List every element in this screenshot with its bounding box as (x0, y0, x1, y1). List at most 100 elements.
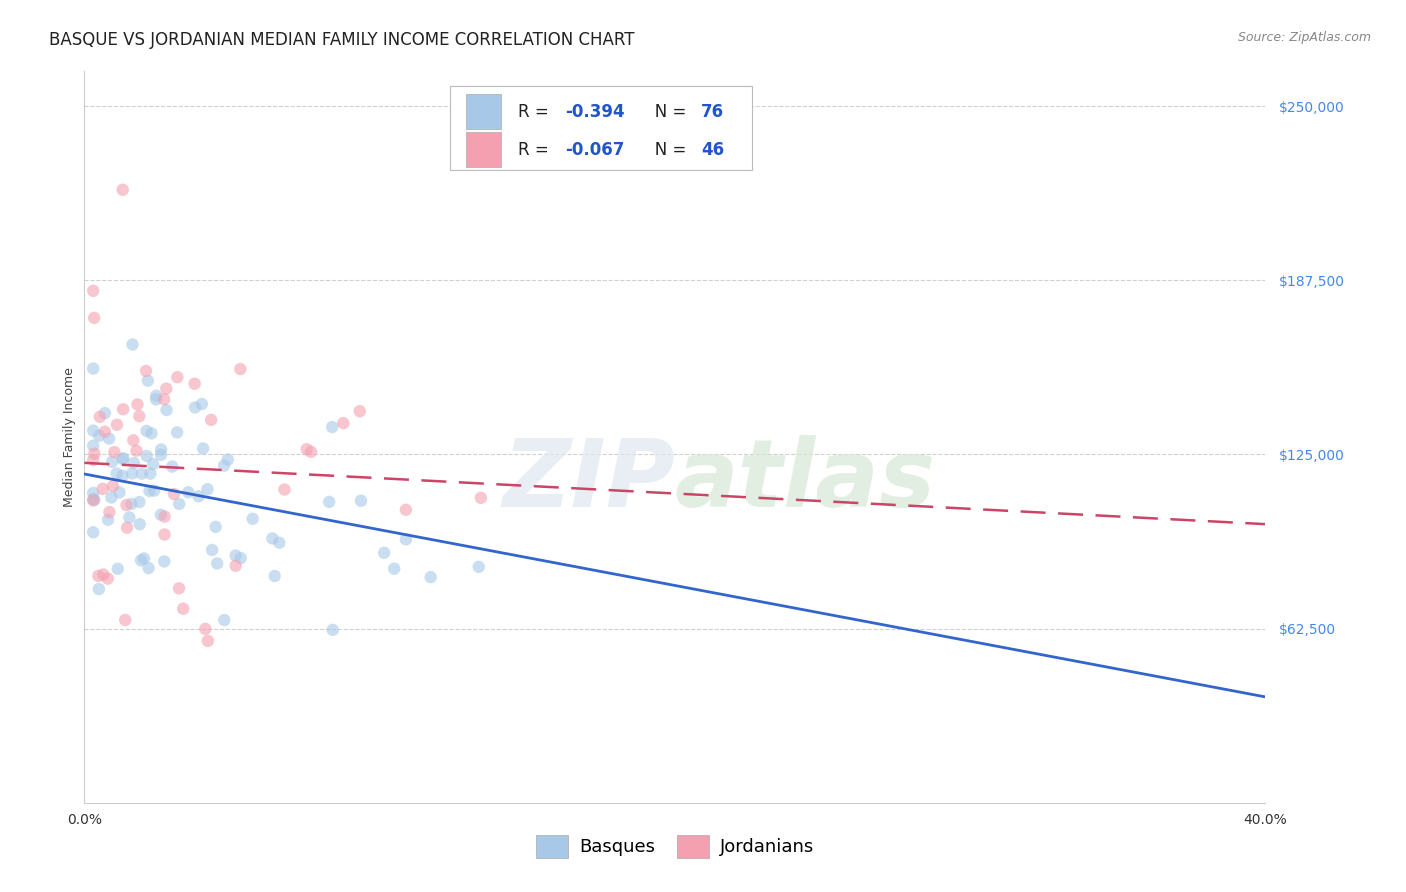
Point (187, 489, 209, 503)
FancyBboxPatch shape (450, 86, 752, 170)
Point (105, 417, 128, 432)
Point (135, 364, 157, 378)
Point (149, 448, 172, 462)
Point (82, 493, 104, 508)
Point (332, 416, 354, 430)
Point (83, 492, 105, 507)
Point (131, 467, 153, 481)
Point (349, 404, 371, 418)
Point (172, 601, 194, 615)
Point (225, 558, 247, 573)
Point (217, 452, 239, 467)
Text: R =: R = (517, 141, 554, 159)
Point (153, 554, 176, 568)
Text: Source: ZipAtlas.com: Source: ZipAtlas.com (1237, 31, 1371, 45)
Point (163, 487, 186, 501)
Point (139, 467, 162, 481)
Point (470, 491, 492, 505)
Point (184, 401, 207, 415)
Point (382, 562, 405, 576)
Legend: Basques, Jordanians: Basques, Jordanians (527, 826, 823, 867)
Point (87, 582, 110, 596)
Point (127, 397, 149, 411)
Point (129, 553, 152, 567)
Point (107, 562, 129, 576)
Point (145, 392, 167, 407)
Text: atlas: atlas (675, 435, 936, 527)
FancyBboxPatch shape (465, 132, 502, 167)
Point (273, 483, 295, 497)
Point (82, 525, 104, 540)
Text: N =: N = (640, 103, 692, 120)
Point (373, 546, 395, 560)
Point (114, 613, 136, 627)
Point (419, 570, 441, 584)
Point (269, 535, 291, 549)
Point (125, 443, 148, 458)
Point (87, 569, 110, 583)
Point (97, 513, 120, 527)
Point (108, 485, 131, 500)
Point (83, 310, 105, 325)
Point (112, 451, 135, 466)
Point (149, 508, 172, 522)
Point (153, 392, 176, 407)
Point (122, 456, 145, 470)
Point (83, 447, 105, 461)
FancyBboxPatch shape (465, 94, 502, 129)
Point (263, 569, 285, 583)
Point (97, 572, 120, 586)
Point (200, 413, 222, 427)
Point (167, 497, 190, 511)
Text: ZIP: ZIP (502, 435, 675, 527)
Point (82, 492, 104, 507)
Point (82, 439, 104, 453)
Point (121, 467, 143, 481)
Point (197, 482, 219, 496)
Point (98, 505, 121, 519)
Point (89, 409, 111, 424)
Point (94, 425, 117, 439)
Point (111, 452, 134, 467)
Point (118, 510, 141, 524)
Point (350, 493, 373, 508)
Point (395, 502, 418, 516)
Point (105, 467, 128, 481)
Point (204, 520, 226, 534)
Point (91, 482, 114, 496)
Text: 76: 76 (700, 103, 724, 120)
Point (82, 361, 104, 376)
Text: BASQUE VS JORDANIAN MEDIAN FAMILY INCOME CORRELATION CHART: BASQUE VS JORDANIAN MEDIAN FAMILY INCOME… (49, 31, 634, 49)
Point (225, 549, 247, 563)
Point (100, 491, 122, 505)
Point (135, 424, 157, 438)
Point (138, 561, 160, 575)
Point (194, 622, 217, 636)
Point (166, 425, 188, 440)
Point (82, 486, 104, 500)
Point (122, 434, 145, 448)
Point (155, 403, 177, 417)
Point (128, 517, 150, 532)
Point (229, 362, 252, 376)
Point (295, 442, 318, 457)
Point (191, 442, 214, 456)
Point (91, 567, 114, 582)
Point (322, 623, 344, 637)
Point (135, 449, 157, 463)
Point (121, 337, 143, 351)
Text: R =: R = (517, 103, 554, 120)
Point (321, 420, 343, 434)
Point (89, 429, 111, 443)
Point (120, 497, 142, 511)
Point (167, 581, 190, 595)
Point (153, 509, 176, 524)
Point (262, 532, 284, 546)
Point (115, 498, 138, 512)
Point (299, 444, 322, 458)
Point (395, 533, 418, 547)
Point (98, 432, 121, 446)
Text: N =: N = (640, 141, 692, 159)
Text: -0.067: -0.067 (565, 141, 624, 159)
Point (128, 495, 150, 509)
